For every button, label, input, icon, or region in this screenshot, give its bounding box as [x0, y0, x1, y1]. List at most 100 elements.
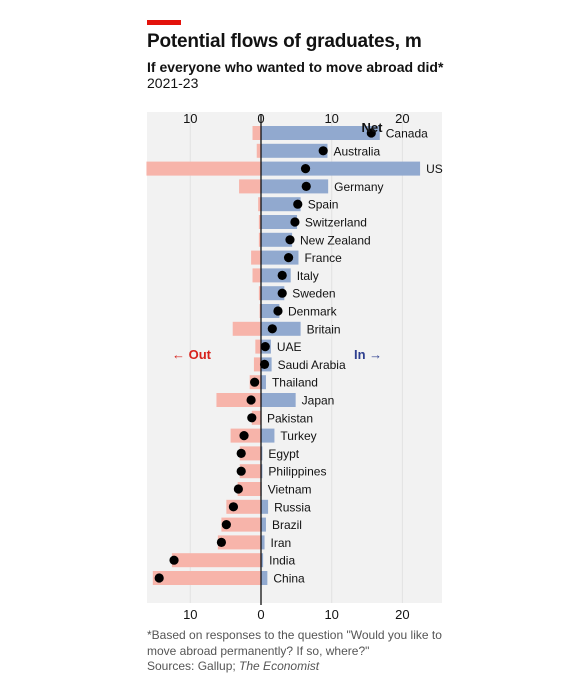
legend-net: Net	[362, 120, 384, 135]
bar-out	[258, 232, 261, 247]
bar-in	[261, 499, 269, 514]
bar-out	[232, 321, 261, 336]
net-point	[283, 253, 294, 263]
net-point	[236, 448, 246, 458]
accent-bar	[147, 20, 181, 25]
bar-out	[239, 464, 261, 479]
bar-out	[239, 179, 261, 194]
bar-out	[255, 339, 261, 354]
category-label: France	[304, 251, 342, 265]
bar-out	[152, 571, 261, 585]
category-label: Vietnam	[268, 483, 312, 497]
net-point	[267, 324, 277, 334]
net-point	[260, 342, 270, 352]
sources-publication: The Economist	[239, 659, 320, 673]
chart-subtitle: If everyone who wanted to move abroad di…	[147, 59, 444, 75]
net-point	[228, 502, 239, 512]
bar-out	[171, 553, 261, 568]
category-label: Germany	[334, 180, 383, 194]
bar-out	[146, 161, 261, 176]
bar-in	[261, 464, 263, 479]
category-label: Japan	[302, 394, 335, 408]
bar-in	[261, 304, 280, 318]
footnote: *Based on responses to the question "Wou…	[147, 628, 442, 658]
bar-in	[261, 179, 329, 194]
bar-in	[261, 143, 328, 158]
bar-in	[261, 517, 266, 532]
sources: Sources: Gallup; The Economist	[147, 659, 319, 673]
net-point	[233, 484, 243, 494]
x-tick-label-bottom: 10	[324, 607, 338, 622]
bar-out	[258, 286, 261, 301]
category-label: Egypt	[268, 447, 299, 461]
category-label: US	[426, 162, 443, 176]
x-tick-label-bottom: 0	[257, 607, 264, 622]
net-point	[239, 431, 249, 441]
category-label: Britain	[307, 322, 341, 336]
bar-in	[261, 446, 263, 461]
x-tick-label-top: 20	[395, 111, 409, 126]
bar-out	[253, 357, 261, 372]
bar-in	[261, 553, 264, 568]
x-tick-label-bottom: 20	[395, 607, 409, 622]
bar-in	[261, 428, 275, 443]
bar-in	[261, 393, 296, 407]
net-point	[277, 288, 287, 298]
net-point	[293, 199, 303, 209]
net-point	[250, 377, 260, 387]
category-label: Turkey	[280, 429, 316, 443]
plot-background	[147, 112, 442, 603]
net-point	[154, 573, 164, 583]
category-label: Canada	[386, 127, 428, 141]
chart-dates: 2021-23	[147, 75, 199, 91]
category-label: Russia	[274, 500, 311, 514]
category-label: Pakistan	[267, 411, 313, 425]
net-point	[277, 270, 287, 280]
net-point	[290, 217, 300, 227]
category-label: Thailand	[272, 376, 318, 390]
bar-out	[251, 250, 261, 265]
x-tick-label-top: 10	[183, 111, 197, 126]
bar-out	[221, 517, 261, 532]
bar-in	[261, 197, 301, 212]
category-label: Italy	[297, 269, 319, 283]
legend-out: ← Out	[172, 347, 212, 362]
net-point	[273, 306, 283, 316]
bar-in	[261, 161, 421, 176]
sources-prefix: Sources: Gallup;	[147, 659, 240, 673]
category-label: India	[269, 554, 295, 568]
net-point	[169, 555, 179, 565]
bar-in	[261, 571, 268, 585]
net-point	[301, 181, 311, 191]
category-label: Sweden	[292, 287, 335, 301]
category-label: Philippines	[268, 465, 326, 479]
net-point	[318, 146, 328, 156]
category-label: Saudi Arabia	[278, 358, 346, 372]
bar-in	[261, 232, 293, 247]
net-point	[216, 537, 227, 548]
chart-title: Potential flows of graduates, m	[147, 31, 422, 52]
bar-in	[261, 215, 298, 229]
bar-out	[258, 197, 261, 212]
bar-out	[217, 535, 261, 550]
category-label: China	[273, 572, 305, 586]
net-point	[236, 466, 246, 476]
category-label: New Zealand	[300, 233, 371, 247]
legend-in: In →	[354, 347, 382, 362]
category-label: Brazil	[272, 518, 302, 532]
bar-out	[258, 215, 261, 229]
bar-out	[252, 268, 261, 283]
bar-out	[252, 126, 261, 140]
category-label: Switzerland	[305, 216, 367, 230]
bar-out	[259, 304, 261, 318]
net-point	[247, 413, 257, 423]
category-label: Spain	[308, 198, 339, 212]
category-label: UAE	[277, 340, 302, 354]
bar-in	[261, 535, 265, 550]
net-point	[259, 359, 270, 369]
bar-out	[239, 446, 261, 461]
bar-in	[261, 375, 266, 390]
category-label: Denmark	[288, 305, 338, 319]
x-tick-label-bottom: 10	[183, 607, 197, 622]
net-point	[221, 520, 231, 530]
